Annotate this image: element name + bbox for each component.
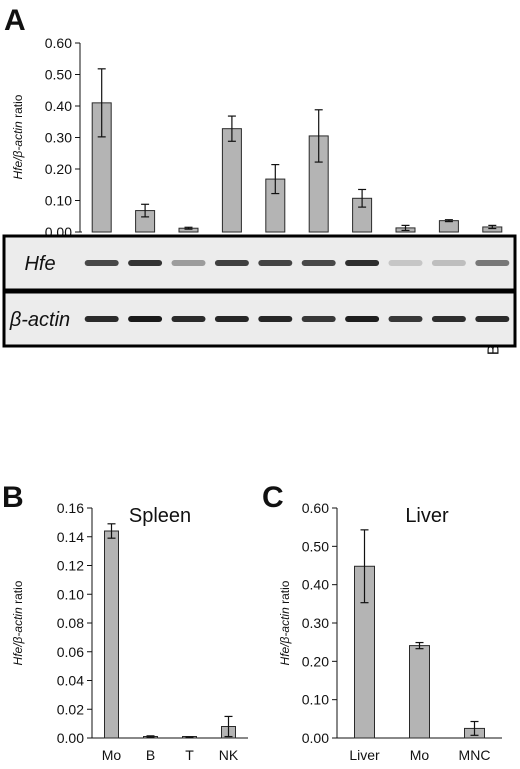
y-tick-label: 0.06 bbox=[57, 644, 84, 660]
y-tick-label: 0.30 bbox=[302, 615, 329, 631]
gel-band bbox=[345, 316, 380, 322]
gel-band bbox=[431, 260, 466, 266]
bar bbox=[104, 530, 119, 739]
panel-letter-b: B bbox=[2, 481, 24, 514]
gel-band bbox=[345, 260, 380, 266]
gel-band bbox=[301, 316, 336, 322]
y-tick-label: 0.60 bbox=[45, 35, 72, 51]
y-tick-label: 0.16 bbox=[57, 500, 84, 516]
y-tick-label: 0.04 bbox=[57, 673, 84, 689]
category-label: Liver bbox=[349, 747, 380, 763]
gel-label: β-actin bbox=[9, 309, 70, 331]
category-label: T bbox=[185, 747, 194, 763]
y-tick-label: 0.40 bbox=[302, 577, 329, 593]
bar bbox=[221, 128, 242, 233]
y-tick-label: 0.00 bbox=[57, 730, 84, 746]
y-tick-label: 0.40 bbox=[45, 98, 72, 114]
category-label: Mo bbox=[102, 747, 122, 763]
y-tick-label: 0.10 bbox=[57, 586, 84, 602]
gel-band bbox=[388, 316, 423, 322]
bar bbox=[438, 220, 459, 233]
chart-title: Liver bbox=[405, 505, 449, 527]
gel-band bbox=[84, 260, 119, 266]
gel-label: Hfe bbox=[24, 253, 55, 275]
y-tick-label: 0.50 bbox=[302, 538, 329, 554]
y-tick-label: 0.14 bbox=[57, 529, 84, 545]
panel-letter-a: A bbox=[4, 4, 26, 37]
gel-band bbox=[214, 316, 249, 322]
gel-band bbox=[388, 260, 423, 266]
gel-band bbox=[214, 260, 249, 266]
y-tick-label: 0.08 bbox=[57, 615, 84, 631]
gel-band bbox=[258, 316, 293, 322]
y-tick-label: 0.02 bbox=[57, 701, 84, 717]
y-axis-label: Hfe/β-actin ratio bbox=[11, 94, 25, 179]
chart-c: 0.00 0.10 0.20 0.30 0.40 0.50 0.60 Hfe/β-actin … bbox=[278, 500, 502, 763]
gel-band bbox=[301, 260, 336, 266]
panel-letter-c: C bbox=[262, 481, 284, 514]
category-label: NK bbox=[219, 747, 239, 763]
gel-band bbox=[171, 316, 206, 322]
y-tick-label: 0.20 bbox=[45, 161, 72, 177]
y-tick-label: 0.30 bbox=[45, 130, 72, 146]
category-label: B bbox=[146, 747, 155, 763]
y-tick-label: 0.10 bbox=[45, 193, 72, 209]
y-tick-label: 0.12 bbox=[57, 558, 84, 574]
y-tick-label: 0.50 bbox=[45, 67, 72, 83]
y-tick-label: 0.20 bbox=[302, 653, 329, 669]
category-label: MNC bbox=[459, 747, 491, 763]
bar bbox=[409, 645, 430, 739]
gel-band bbox=[128, 260, 163, 266]
gel-band bbox=[258, 260, 293, 266]
category-label: Mo bbox=[410, 747, 430, 763]
y-tick-label: 0.60 bbox=[302, 500, 329, 516]
y-axis-label: Hfe/β-actin ratio bbox=[11, 580, 25, 665]
gel-band bbox=[171, 260, 206, 266]
chart-b: 0.00 0.02 0.04 0.06 0.08 0.10 0.12 0.14 0.16 Hfe/… bbox=[11, 500, 248, 763]
y-tick-label: 0.00 bbox=[302, 730, 329, 746]
gel-panels: Hfe β-actin bbox=[2, 234, 517, 348]
gel-band bbox=[475, 260, 510, 266]
gel-band bbox=[475, 316, 510, 322]
y-tick-label: 0.10 bbox=[302, 692, 329, 708]
gel-band bbox=[128, 316, 163, 322]
y-axis-label: Hfe/β-actin ratio bbox=[278, 580, 292, 665]
gel-band bbox=[84, 316, 119, 322]
chart-title: Spleen bbox=[129, 505, 191, 527]
gel-band bbox=[431, 316, 466, 322]
